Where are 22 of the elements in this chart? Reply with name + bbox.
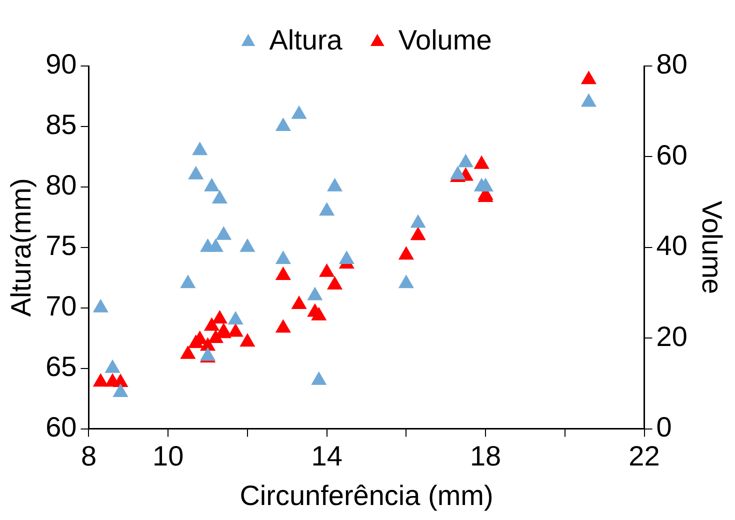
legend-label: Volume (398, 24, 492, 56)
x-tick-label: 14 (311, 440, 342, 472)
y2-axis-title: Volume (696, 200, 728, 294)
legend-label: Altura (269, 24, 343, 56)
x-tick-label: 22 (628, 440, 660, 472)
y2-tick-label: 0 (656, 412, 672, 443)
y-tick-label: 80 (46, 170, 77, 201)
y-axis-title: Altura(mm) (6, 178, 37, 317)
x-tick-label: 8 (80, 440, 97, 472)
y2-tick-label: 80 (656, 48, 688, 80)
x-tick-label: 18 (470, 440, 502, 472)
y-tick-label: 60 (46, 412, 77, 443)
x-tick-label: 10 (152, 440, 184, 472)
y-tick-label: 70 (46, 290, 77, 322)
y-tick-label: 65 (46, 351, 77, 382)
y2-tick-label: 40 (656, 230, 688, 262)
y2-tick-label: 60 (656, 139, 688, 170)
y-tick-label: 75 (46, 230, 77, 262)
y-tick-label: 85 (46, 109, 77, 140)
y2-tick-label: 20 (656, 320, 688, 352)
x-axis-title: Circunferência (mm) (240, 480, 494, 511)
y-tick-label: 90 (46, 48, 77, 80)
